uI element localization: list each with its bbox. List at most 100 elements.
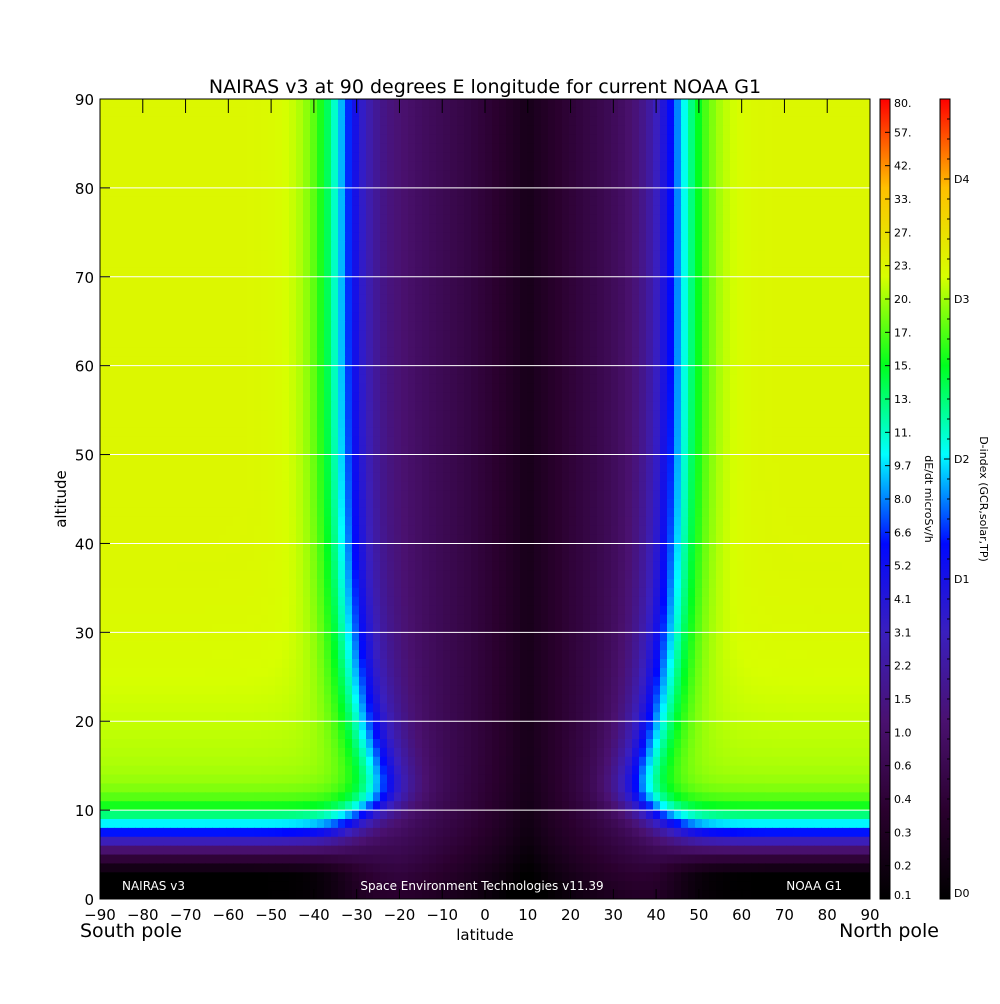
heatmap-cell	[254, 419, 262, 429]
heatmap-cell	[814, 463, 822, 473]
heatmap-cell	[359, 125, 367, 136]
heatmap-cell	[653, 116, 661, 127]
heatmap-cell	[464, 383, 472, 393]
heatmap-cell	[212, 170, 220, 180]
heatmap-cell	[821, 419, 829, 429]
heatmap-cell	[695, 116, 703, 127]
heatmap-cell	[681, 285, 689, 296]
heatmap-cell	[156, 99, 164, 109]
heatmap-cell	[401, 445, 409, 456]
heatmap-cell	[296, 339, 304, 349]
heatmap-cell	[121, 196, 129, 207]
heatmap-cell	[247, 259, 255, 269]
heatmap-cell	[324, 321, 332, 331]
heatmap-cell	[261, 205, 269, 216]
heatmap-cell	[660, 392, 668, 402]
heatmap-cell	[737, 339, 745, 349]
heatmap-cell	[779, 481, 787, 491]
heatmap-cell	[170, 330, 178, 340]
heatmap-cell	[611, 401, 619, 411]
heatmap-cell	[275, 383, 283, 393]
heatmap-cell	[646, 463, 654, 473]
heatmap-cell	[555, 241, 563, 251]
heatmap-cell	[786, 187, 794, 198]
heatmap-cell	[520, 116, 528, 127]
heatmap-cell	[142, 427, 150, 438]
heatmap-cell	[744, 276, 752, 287]
heatmap-cell	[471, 187, 479, 198]
heatmap-cell	[681, 445, 689, 456]
heatmap-cell	[632, 427, 640, 438]
heatmap-cell	[751, 259, 759, 269]
heatmap-cell	[149, 214, 157, 225]
heatmap-cell	[128, 499, 136, 509]
heatmap-cell	[233, 347, 241, 358]
heatmap-cell	[275, 223, 283, 233]
heatmap-cell	[184, 419, 192, 429]
heatmap-cell	[499, 445, 507, 456]
heatmap-cell	[198, 196, 206, 207]
heatmap-cell	[114, 347, 122, 358]
heatmap-cell	[793, 445, 801, 456]
heatmap-cell	[618, 347, 626, 358]
heatmap-cell	[807, 196, 815, 207]
heatmap-cell	[366, 205, 374, 216]
heatmap-cell	[730, 339, 738, 349]
heatmap-cell	[478, 463, 486, 473]
heatmap-cell	[569, 401, 577, 411]
heatmap-cell	[632, 392, 640, 402]
heatmap-cell	[625, 276, 633, 287]
heatmap-cell	[331, 259, 339, 269]
heatmap-cell	[772, 276, 780, 287]
heatmap-cell	[338, 445, 346, 456]
heatmap-cell	[653, 312, 661, 322]
heatmap-cell	[296, 152, 304, 162]
heatmap-cell	[163, 259, 171, 269]
heatmap-cell	[114, 427, 122, 438]
heatmap-cell	[233, 365, 241, 376]
heatmap-cell	[457, 490, 465, 500]
heatmap-cell	[261, 276, 269, 287]
heatmap-cell	[590, 472, 598, 482]
heatmap-cell	[863, 99, 870, 109]
heatmap-cell	[408, 436, 416, 447]
heatmap-cell	[387, 170, 395, 180]
heatmap-cell	[429, 161, 437, 171]
heatmap-cell	[156, 152, 164, 162]
heatmap-cell	[863, 481, 870, 491]
heatmap-cell	[730, 99, 738, 109]
heatmap-cell	[247, 134, 255, 145]
heatmap-cell	[751, 214, 759, 225]
heatmap-cell	[632, 134, 640, 145]
heatmap-cell	[247, 374, 255, 385]
heatmap-cell	[422, 356, 430, 367]
heatmap-cell	[800, 152, 808, 162]
heatmap-cell	[415, 499, 423, 509]
heatmap-cell	[793, 472, 801, 482]
heatmap-cell	[478, 374, 486, 385]
heatmap-cell	[401, 285, 409, 296]
heatmap-cell	[338, 250, 346, 260]
heatmap-cell	[219, 116, 227, 127]
heatmap-cell	[674, 490, 682, 500]
heatmap-cell	[800, 410, 808, 420]
heatmap-cell	[135, 179, 143, 189]
heatmap-cell	[534, 214, 542, 225]
heatmap-cell	[632, 347, 640, 358]
heatmap-cell	[212, 454, 220, 465]
heatmap-cell	[177, 374, 185, 385]
heatmap-cell	[506, 427, 514, 438]
heatmap-cell	[114, 223, 122, 233]
heatmap-cell	[828, 232, 836, 242]
heatmap-cell	[387, 454, 395, 465]
heatmap-cell	[443, 321, 451, 331]
heatmap-cell	[464, 250, 472, 260]
heatmap-cell	[240, 321, 248, 331]
heatmap-cell	[380, 152, 388, 162]
heatmap-cell	[786, 285, 794, 296]
heatmap-cell	[555, 339, 563, 349]
heatmap-cell	[422, 347, 430, 358]
heatmap-cell	[520, 152, 528, 162]
heatmap-cell	[730, 472, 738, 482]
heatmap-cell	[786, 250, 794, 260]
